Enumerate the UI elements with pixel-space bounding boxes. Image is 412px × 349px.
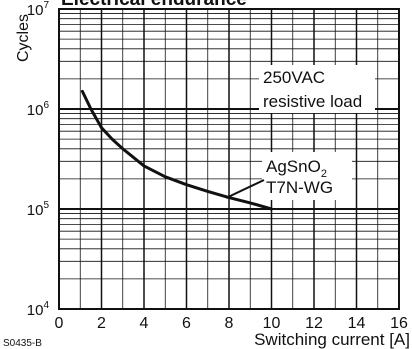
- annotation-2-line: T7N-WG: [266, 178, 333, 197]
- x-tick-label: 14: [348, 315, 366, 332]
- x-tick-labels: 0 2 4 6 8 10 12 14 16: [55, 315, 408, 332]
- x-tick-label: 12: [305, 315, 323, 332]
- annotation-1-bg: [259, 65, 375, 113]
- series-group: [80, 89, 273, 211]
- x-tick-label: 6: [182, 315, 191, 332]
- y-tick-label: 104: [27, 300, 50, 319]
- x-tick-label: 4: [140, 315, 149, 332]
- annotation-1-line: 250VAC: [263, 68, 325, 87]
- annotation-2-bg: [262, 152, 352, 200]
- y-tick-label: 107: [27, 0, 50, 19]
- x-tick-label: 10: [263, 315, 281, 332]
- y-tick-labels: 104 105 106 107: [27, 0, 50, 319]
- series-line: [80, 89, 273, 211]
- y-tick-label: 106: [27, 100, 50, 119]
- y-tick-label: 105: [27, 200, 50, 219]
- x-tick-label: 8: [225, 315, 234, 332]
- annotation-2-leader: [225, 179, 265, 199]
- figure-code: S0435-B: [3, 338, 42, 349]
- annotation-2-line: AgSnO2: [266, 157, 327, 180]
- annotation-1-line: resistive load: [263, 92, 362, 111]
- x-tick-label: 0: [55, 315, 64, 332]
- x-tick-label: 2: [97, 315, 106, 332]
- y-axis-label: Cycles: [15, 14, 32, 62]
- chart-title: Electrical endurance: [61, 0, 247, 10]
- plot-frame: [58, 8, 400, 310]
- x-axis-label: Switching current [A]: [254, 330, 410, 349]
- x-tick-label: 16: [390, 315, 408, 332]
